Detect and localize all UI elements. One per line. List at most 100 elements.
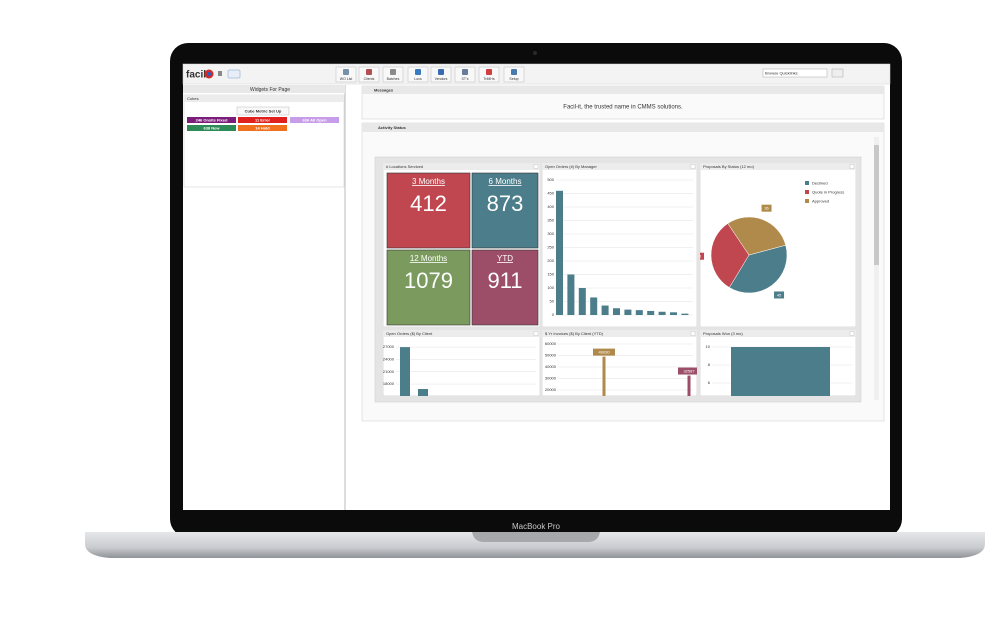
pie-slice xyxy=(710,223,750,288)
legend-swatch xyxy=(805,190,809,194)
toolbar-label: Vendors xyxy=(435,77,448,81)
bar xyxy=(624,309,632,315)
y-tick-label: 30000 xyxy=(545,376,557,381)
y-tick-label: 200 xyxy=(547,258,554,263)
slice-label: 36 xyxy=(764,206,769,211)
bar xyxy=(613,308,620,315)
laptop-base xyxy=(85,532,985,558)
cube-label: 636 All Open xyxy=(302,117,327,122)
widget-frame xyxy=(542,330,697,396)
bar xyxy=(635,310,643,315)
cube-label: 638 New xyxy=(203,125,220,130)
cube-setup-text: Cube Metric Set Up xyxy=(245,108,282,113)
toolbar-icon xyxy=(390,69,396,75)
toolbar-label: Setup xyxy=(509,77,518,81)
y-tick-label: 10 xyxy=(706,344,711,349)
bar xyxy=(731,347,830,396)
legend-label: Approved xyxy=(812,198,829,203)
widget-close[interactable] xyxy=(690,164,696,169)
bar xyxy=(590,297,598,315)
legend-label: Quote in Progress xyxy=(812,189,844,194)
cube-button[interactable] xyxy=(187,117,236,123)
y-tick-label: 350 xyxy=(547,218,554,223)
widget: Proposals By Status (12 mo) 45 Declined 38 Q… xyxy=(700,163,856,327)
toolbar-label: ST's xyxy=(462,77,469,81)
y-tick-label: 20000 xyxy=(545,387,557,392)
laptop-label: MacBook Pro xyxy=(512,522,561,531)
widget-title: Open Orders ($) By Client xyxy=(386,331,433,336)
quicklinks-select[interactable] xyxy=(762,68,828,78)
value-label-box xyxy=(593,348,615,356)
value-label: 49030 xyxy=(598,349,610,354)
y-tick-label: 100 xyxy=(547,285,554,290)
quicklinks-go[interactable] xyxy=(831,68,844,78)
widget-close[interactable] xyxy=(690,331,696,336)
y-tick-label: 50 xyxy=(550,299,555,304)
y-tick-label: 50000 xyxy=(545,353,557,358)
widget-title: Proposals Won (3 mo) xyxy=(703,331,743,336)
menu-icon[interactable] xyxy=(218,71,222,76)
y-tick-label: 18000 xyxy=(383,381,395,386)
widget: Open Orders ($) By Client 18000 21000 24000… xyxy=(383,330,540,396)
metric-tile[interactable] xyxy=(471,249,539,326)
cube-button[interactable] xyxy=(238,125,287,131)
y-tick-label: 60000 xyxy=(545,341,557,346)
y-tick-label: 150 xyxy=(547,272,554,277)
widget-header xyxy=(700,330,856,337)
bar xyxy=(601,305,609,315)
toolbar-icon xyxy=(438,69,444,75)
tile-label: 12 Months xyxy=(410,254,447,263)
y-tick-label: 450 xyxy=(547,191,554,196)
toolbar-label: WO List xyxy=(340,77,352,81)
lollipop-stick xyxy=(602,356,606,396)
scrollbar-thumb[interactable] xyxy=(874,145,879,265)
value-label: 32587 xyxy=(683,368,695,373)
bar xyxy=(400,347,410,396)
bar xyxy=(647,310,655,315)
lollipop-stick xyxy=(687,375,691,396)
logo-icon-inner xyxy=(207,72,211,76)
base-notch xyxy=(472,532,600,542)
widget-close[interactable] xyxy=(849,331,855,336)
widget-frame xyxy=(542,163,697,327)
home-button[interactable] xyxy=(227,69,241,79)
toolbar-icon xyxy=(343,69,349,75)
bar xyxy=(681,313,689,315)
tile-label: 6 Months xyxy=(489,177,522,186)
tile-value: 1079 xyxy=(404,268,453,293)
widget-close[interactable] xyxy=(533,331,539,336)
legend-label: Declined xyxy=(812,180,828,185)
scrollbar[interactable] xyxy=(874,137,879,400)
cube-button[interactable] xyxy=(290,117,339,123)
tile-value: 412 xyxy=(410,191,447,216)
quicklinks-text: Browse Quicklinks xyxy=(765,71,798,76)
slice-label: 45 xyxy=(777,292,782,297)
metric-tile[interactable] xyxy=(386,172,471,249)
logo: facil xyxy=(186,70,206,81)
metric-tile[interactable] xyxy=(471,172,539,249)
activity-header xyxy=(362,123,884,132)
widget-close[interactable] xyxy=(849,164,855,169)
toolbar-label: Clients xyxy=(364,77,375,81)
legend-swatch xyxy=(805,181,809,185)
tile-value: 911 xyxy=(487,268,522,293)
slice-label-box xyxy=(700,252,705,260)
cube-label: 14 Hold xyxy=(255,125,270,130)
value-label-box xyxy=(678,367,697,375)
messages-title: Messages xyxy=(374,87,394,92)
cube-setup-button[interactable] xyxy=(236,106,290,116)
widget-title: # Locations Serviced xyxy=(386,164,423,169)
widget-close[interactable] xyxy=(533,164,539,169)
left-header xyxy=(183,85,345,93)
widget-header xyxy=(542,330,697,337)
cube-button[interactable] xyxy=(238,117,287,123)
metric-tile[interactable] xyxy=(386,249,471,326)
tile-value: 873 xyxy=(487,191,524,216)
cubes-title: Cubes xyxy=(187,96,199,101)
bar xyxy=(578,288,586,315)
cube-button[interactable] xyxy=(187,125,236,131)
widget-title: Proposals By Status (12 mo) xyxy=(703,164,755,169)
y-tick-label: 24000 xyxy=(383,356,395,361)
cubes-header xyxy=(184,95,344,102)
widget-header xyxy=(542,163,697,170)
